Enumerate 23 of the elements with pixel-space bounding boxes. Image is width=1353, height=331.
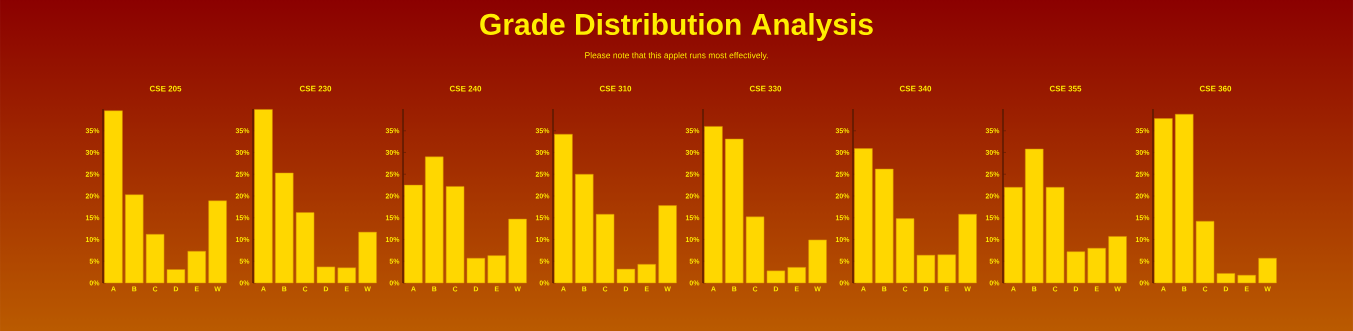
chart-title: CSE 205 <box>149 85 182 92</box>
bar <box>208 200 227 284</box>
chart-title: CSE 355 <box>1049 85 1082 92</box>
bar <box>404 184 423 284</box>
bar <box>958 214 977 284</box>
chart-title: CSE 360 <box>1199 85 1232 92</box>
bar <box>1004 187 1023 284</box>
bar <box>508 218 527 284</box>
chart-title: CSE 330 <box>749 85 782 92</box>
bar <box>358 231 377 284</box>
text: Please note that this applet runs most effectively. <box>585 52 768 60</box>
chart-title: CSE 310 <box>599 85 632 92</box>
chart-title: CSE 230 <box>299 85 332 92</box>
bar <box>254 109 273 284</box>
chart-title: CSE 240 <box>449 85 482 92</box>
bar <box>104 110 123 284</box>
text: Grade Distribution Analysis <box>480 13 873 41</box>
bar <box>1108 236 1127 284</box>
bar <box>854 148 873 284</box>
bar <box>658 205 677 284</box>
bar <box>808 239 827 284</box>
bar <box>1258 257 1277 284</box>
chart-title: CSE 340 <box>899 85 932 92</box>
